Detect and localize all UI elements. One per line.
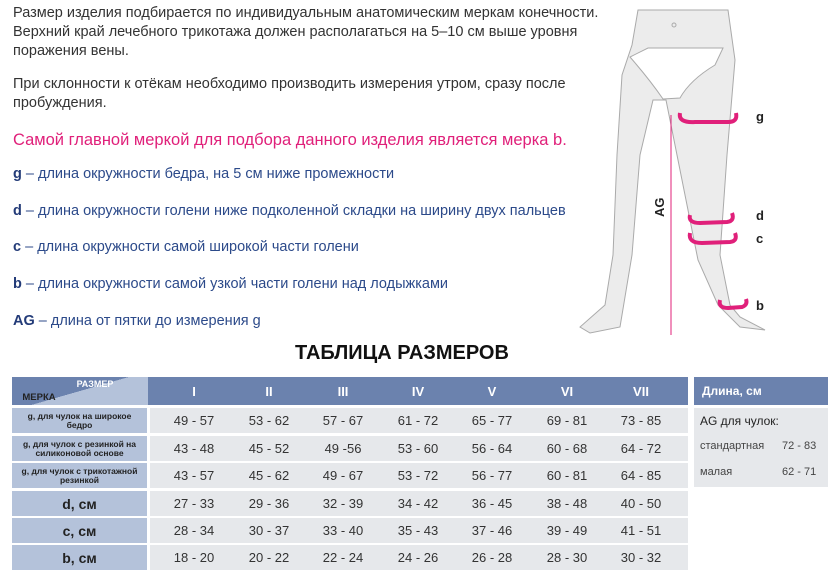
size-header-VI: VI	[532, 377, 602, 405]
value-cell: 49 -56	[324, 441, 362, 456]
value-cell: 53 - 72	[397, 468, 439, 483]
definition-d: d – длина окружности голени ниже подколе…	[13, 203, 566, 219]
value-cell: 43 - 57	[173, 468, 215, 483]
corner-measure-label: МЕРКА	[22, 391, 56, 403]
underwear-shape	[629, 47, 724, 100]
table-title: ТАБЛИЦА РАЗМЕРОВ	[295, 342, 509, 364]
size-header-V: V	[457, 377, 527, 405]
table-row	[150, 436, 688, 461]
corner-size-label: РАЗМЕР	[76, 379, 114, 389]
length-standard-label: стандартная	[700, 440, 765, 452]
definition-key: c	[13, 239, 22, 255]
value-cell: 24 - 26	[397, 550, 439, 565]
table-row	[150, 408, 688, 433]
row-label: g, для чулок с резинкой на силиконовой о…	[12, 436, 147, 461]
value-cell: 45 - 62	[248, 468, 290, 483]
label-g: g	[756, 109, 764, 124]
value-cell: 64 - 85	[620, 468, 662, 483]
value-cell: 33 - 40	[322, 523, 364, 538]
size-header-IV: IV	[383, 377, 453, 405]
row-label: b, см	[12, 545, 147, 570]
value-cell: 49 - 67	[322, 468, 364, 483]
table-row	[150, 463, 688, 488]
value-cell: 69 - 81	[546, 413, 588, 428]
value-cell: 57 - 67	[322, 413, 364, 428]
value-cell: 28 - 30	[546, 550, 588, 565]
value-cell: 43 - 48	[173, 441, 215, 456]
value-cell: 28 - 34	[173, 523, 215, 538]
value-cell: 32 - 39	[322, 496, 364, 511]
value-cell: 40 - 50	[620, 496, 662, 511]
value-cell: 53 - 62	[248, 413, 290, 428]
value-cell: 39 - 49	[546, 523, 588, 538]
value-cell: 30 - 37	[248, 523, 290, 538]
definition-text: – длина окружности бедра, на 5 см ниже п…	[21, 166, 395, 182]
definition-key: AG	[13, 313, 35, 329]
length-box: AG для чулок: стандартная 72 - 83 малая …	[694, 408, 828, 487]
row-label: d, см	[12, 491, 147, 516]
value-cell: 34 - 42	[397, 496, 439, 511]
size-header-I: I	[159, 377, 229, 405]
value-cell: 20 - 22	[248, 550, 290, 565]
row-label: g, для чулок на широкое бедро	[12, 408, 147, 433]
value-cell: 41 - 51	[620, 523, 662, 538]
definition-text: – длина окружности самой узкой части гол…	[21, 276, 449, 292]
highlight-text: Самой главной меркой для подбора данного…	[13, 131, 567, 149]
label-d: d	[756, 208, 764, 223]
value-cell: 26 - 28	[471, 550, 513, 565]
definition-key: d	[13, 203, 22, 219]
value-cell: 60 - 81	[546, 468, 588, 483]
length-small-label: малая	[700, 466, 733, 478]
table-row	[150, 491, 688, 516]
value-cell: 38 - 48	[546, 496, 588, 511]
value-cell: 37 - 46	[471, 523, 513, 538]
definition-text: – длина окружности голени ниже подколенн…	[21, 203, 566, 219]
definition-b: b – длина окружности самой узкой части г…	[13, 276, 448, 292]
size-header-II: II	[234, 377, 304, 405]
value-cell: 49 - 57	[173, 413, 215, 428]
definition-ag: AG – длина от пятки до измерения g	[13, 313, 261, 329]
value-cell: 29 - 36	[248, 496, 290, 511]
length-standard-value: 72 - 83	[782, 440, 817, 452]
value-cell: 56 - 64	[471, 441, 513, 456]
label-b: b	[756, 298, 764, 313]
table-row	[150, 518, 688, 543]
leg-silhouette	[579, 9, 766, 334]
row-label: c, см	[12, 518, 147, 543]
corner-cell	[12, 377, 148, 405]
length-subtitle: AG для чулок:	[700, 414, 779, 428]
value-cell: 64 - 72	[620, 441, 662, 456]
table-row	[150, 545, 688, 570]
value-cell: 35 - 43	[397, 523, 439, 538]
value-cell: 36 - 45	[471, 496, 513, 511]
value-cell: 22 - 24	[322, 550, 364, 565]
size-header-VII: VII	[606, 377, 676, 405]
value-cell: 60 - 68	[546, 441, 588, 456]
value-cell: 45 - 52	[248, 441, 290, 456]
size-header-III: III	[308, 377, 378, 405]
value-cell: 27 - 33	[173, 496, 215, 511]
definition-c: c – длина окружности самой широкой части…	[13, 239, 359, 255]
value-cell: 56 - 77	[471, 468, 513, 483]
ag-label: AG	[652, 198, 667, 218]
intro-paragraph-2: При склонности к отёкам необходимо произ…	[13, 76, 566, 111]
value-cell: 18 - 20	[173, 550, 215, 565]
intro-paragraph-1: Размер изделия подбирается по индивидуал…	[13, 5, 599, 59]
definition-key: b	[13, 276, 22, 292]
length-small-value: 62 - 71	[782, 466, 817, 478]
definition-text: – длина окружности самой широкой части г…	[21, 239, 359, 255]
label-c: c	[756, 231, 763, 246]
value-cell: 73 - 85	[620, 413, 662, 428]
definition-text: – длина от пятки до измерения g	[34, 313, 261, 329]
definition-g: g – длина окружности бедра, на 5 см ниже…	[13, 166, 394, 182]
definition-key: g	[13, 166, 22, 182]
length-header: Длина, см	[694, 377, 828, 405]
leg-figure: AG g d c b	[579, 9, 766, 335]
value-cell: 53 - 60	[397, 441, 439, 456]
value-cell: 30 - 32	[620, 550, 662, 565]
value-cell: 61 - 72	[397, 413, 439, 428]
measure-arrows	[677, 112, 749, 311]
value-cell: 65 - 77	[471, 413, 513, 428]
row-label: g, для чулок с трикотажной резинкой	[12, 463, 147, 488]
